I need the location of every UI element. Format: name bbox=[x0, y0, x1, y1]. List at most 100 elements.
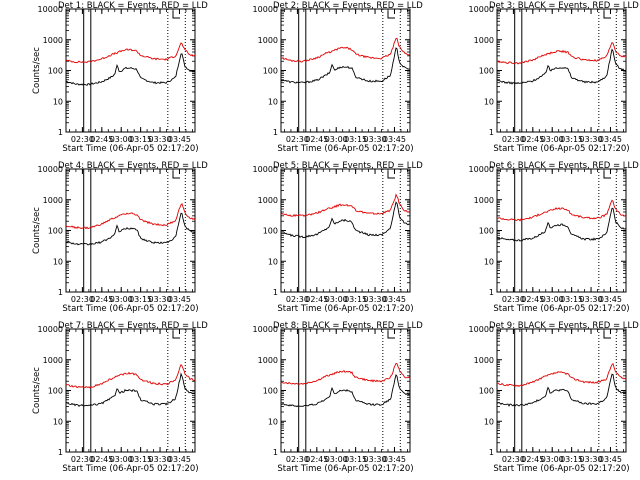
x-tick-label: 03:45 bbox=[383, 295, 406, 304]
y-tick-label: 1000 bbox=[258, 36, 278, 45]
y-tick-label: 1 bbox=[273, 448, 278, 457]
x-tick-label: 03:00 bbox=[110, 455, 133, 464]
plot-frame bbox=[496, 328, 627, 453]
x-tick-label: 03:00 bbox=[110, 135, 133, 144]
y-tick-label: 10 bbox=[268, 257, 278, 266]
lld-series-line bbox=[496, 41, 627, 65]
y-tick-label: 1 bbox=[58, 288, 63, 297]
events-series-line bbox=[496, 373, 627, 407]
y-tick-label: 10000 bbox=[253, 325, 278, 334]
lld-series-line bbox=[496, 199, 627, 222]
detector-panel-7: Det 7: BLACK = Events, RED = LLD 1 10 100 10… bbox=[32, 321, 208, 474]
corner-bracket-mark bbox=[172, 11, 180, 19]
x-tick-label: 03:45 bbox=[168, 295, 191, 304]
x-tick-label: 03:30 bbox=[580, 135, 603, 144]
x-tick-label: 03:00 bbox=[541, 455, 564, 464]
x-tick-label: 02:30 bbox=[502, 295, 525, 304]
y-tick-label: 1000 bbox=[474, 196, 494, 205]
plot-frame bbox=[65, 8, 196, 133]
x-tick-label: 02:30 bbox=[502, 135, 525, 144]
x-tick-label: 03:00 bbox=[325, 455, 348, 464]
y-tick-label: 10 bbox=[484, 257, 494, 266]
plot-frame bbox=[496, 8, 627, 133]
y-axis-label: Counts/sec bbox=[32, 47, 42, 94]
chart-title: Det 6: BLACK = Events, RED = LLD bbox=[489, 161, 639, 171]
x-tick-label: 02:30 bbox=[286, 455, 309, 464]
events-series-line bbox=[496, 207, 627, 242]
y-tick-label: 1000 bbox=[258, 196, 278, 205]
x-tick-label: 02:45 bbox=[305, 455, 328, 464]
y-tick-label: 10 bbox=[53, 257, 63, 266]
x-tick-label: 03:00 bbox=[325, 295, 348, 304]
x-tick-label: 02:45 bbox=[305, 295, 328, 304]
lld-series-line bbox=[65, 203, 196, 230]
x-tick-label: 02:30 bbox=[71, 455, 94, 464]
x-tick-label: 03:30 bbox=[149, 295, 172, 304]
plot-frame bbox=[65, 168, 196, 293]
y-tick-label: 10 bbox=[484, 97, 494, 106]
chart-title: Det 9: BLACK = Events, RED = LLD bbox=[489, 321, 639, 331]
y-tick-label: 1000 bbox=[474, 36, 494, 45]
x-tick-label: 03:00 bbox=[110, 295, 133, 304]
x-axis-label: Start Time (06-Apr-05 02:17:20) bbox=[277, 144, 413, 154]
events-series-line bbox=[65, 212, 196, 246]
corner-bracket-mark bbox=[387, 331, 395, 339]
x-tick-label: 02:30 bbox=[502, 455, 525, 464]
x-tick-label: 03:45 bbox=[599, 295, 622, 304]
x-tick-label: 03:45 bbox=[599, 135, 622, 144]
y-tick-label: 100 bbox=[479, 227, 494, 236]
y-tick-label: 100 bbox=[479, 67, 494, 76]
x-tick-label: 03:45 bbox=[168, 455, 191, 464]
y-tick-label: 10000 bbox=[38, 325, 63, 334]
lld-series-line bbox=[280, 193, 411, 218]
lld-series-line bbox=[280, 37, 411, 63]
y-tick-label: 1 bbox=[489, 448, 494, 457]
y-tick-label: 10000 bbox=[469, 5, 494, 14]
detector-panel-5: Det 5: BLACK = Events, RED = LLD 1 10 100 10… bbox=[253, 161, 424, 314]
detector-panel-3: Det 3: BLACK = Events, RED = LLD 1 10 100 10… bbox=[469, 1, 640, 154]
x-axis-label: Start Time (06-Apr-05 02:17:20) bbox=[62, 144, 198, 154]
y-tick-label: 1000 bbox=[43, 36, 63, 45]
chart-title: Det 1: BLACK = Events, RED = LLD bbox=[58, 1, 208, 11]
y-tick-label: 100 bbox=[48, 387, 63, 396]
y-tick-label: 10000 bbox=[38, 165, 63, 174]
y-tick-label: 10000 bbox=[469, 165, 494, 174]
x-axis-label: Start Time (06-Apr-05 02:17:20) bbox=[493, 464, 629, 474]
y-tick-label: 10 bbox=[268, 417, 278, 426]
x-tick-label: 03:15 bbox=[344, 135, 367, 144]
y-tick-label: 10 bbox=[53, 97, 63, 106]
events-series-line bbox=[496, 48, 627, 85]
y-tick-label: 100 bbox=[263, 67, 278, 76]
x-tick-label: 03:30 bbox=[364, 295, 387, 304]
chart-title: Det 8: BLACK = Events, RED = LLD bbox=[273, 321, 423, 331]
y-tick-label: 1 bbox=[273, 288, 278, 297]
corner-bracket-mark bbox=[387, 171, 395, 179]
corner-bracket-mark bbox=[603, 171, 611, 179]
corner-bracket-mark bbox=[172, 331, 180, 339]
chart-title: Det 7: BLACK = Events, RED = LLD bbox=[58, 321, 208, 331]
y-tick-label: 10000 bbox=[253, 5, 278, 14]
x-tick-label: 03:00 bbox=[541, 135, 564, 144]
y-tick-label: 1 bbox=[273, 128, 278, 137]
x-tick-label: 02:45 bbox=[305, 135, 328, 144]
y-tick-label: 1000 bbox=[43, 356, 63, 365]
x-tick-label: 03:45 bbox=[383, 455, 406, 464]
y-tick-label: 10 bbox=[268, 97, 278, 106]
y-tick-label: 10000 bbox=[469, 325, 494, 334]
chart-title: Det 3: BLACK = Events, RED = LLD bbox=[489, 1, 639, 11]
lld-series-line bbox=[496, 362, 627, 388]
y-axis-label: Counts/sec bbox=[32, 207, 42, 254]
x-axis-label: Start Time (06-Apr-05 02:17:20) bbox=[62, 464, 198, 474]
events-series-line bbox=[65, 53, 196, 86]
y-tick-label: 1 bbox=[58, 128, 63, 137]
x-tick-label: 02:30 bbox=[286, 135, 309, 144]
x-tick-label: 02:45 bbox=[521, 455, 544, 464]
x-tick-label: 03:45 bbox=[168, 135, 191, 144]
x-tick-label: 02:45 bbox=[90, 455, 113, 464]
x-tick-label: 02:45 bbox=[521, 295, 544, 304]
plot-frame bbox=[280, 8, 411, 133]
y-tick-label: 10 bbox=[53, 417, 63, 426]
y-tick-label: 1 bbox=[58, 448, 63, 457]
x-tick-label: 03:15 bbox=[560, 455, 583, 464]
x-axis-label: Start Time (06-Apr-05 02:17:20) bbox=[493, 304, 629, 314]
